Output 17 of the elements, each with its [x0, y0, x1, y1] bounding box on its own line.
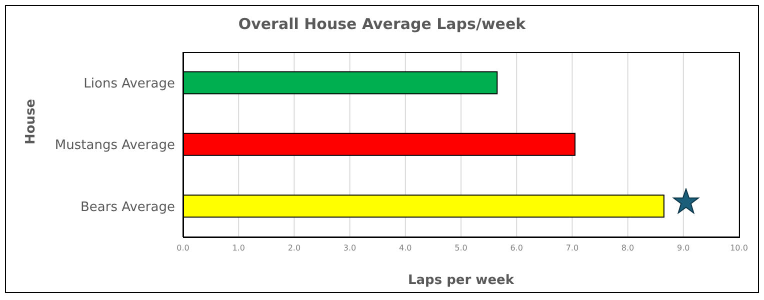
x-tick-label: 6.0 [510, 244, 523, 253]
y-axis-title: House [24, 98, 39, 144]
y-tick-label: Lions Average [84, 76, 175, 92]
chart-title: Overall House Average Laps/week [237, 15, 527, 33]
y-tick-label: Mustangs Average [54, 138, 175, 154]
x-tick-label: 3.0 [343, 244, 356, 253]
x-axis-title: Laps per week [408, 273, 514, 288]
x-tick-label: 1.0 [232, 244, 245, 253]
x-tick-label: 5.0 [454, 244, 468, 253]
x-tick-label: 2.0 [288, 244, 301, 253]
x-tick-label: 7.0 [566, 244, 579, 253]
x-tick-label: 9.0 [677, 244, 690, 253]
y-tick-label: Bears Average [80, 200, 175, 215]
x-tick-label: 8.0 [621, 244, 634, 253]
x-tick-label: 4.0 [399, 244, 412, 253]
x-tick-label: 0.0 [176, 244, 190, 253]
x-tick-label: 10.0 [730, 244, 748, 253]
